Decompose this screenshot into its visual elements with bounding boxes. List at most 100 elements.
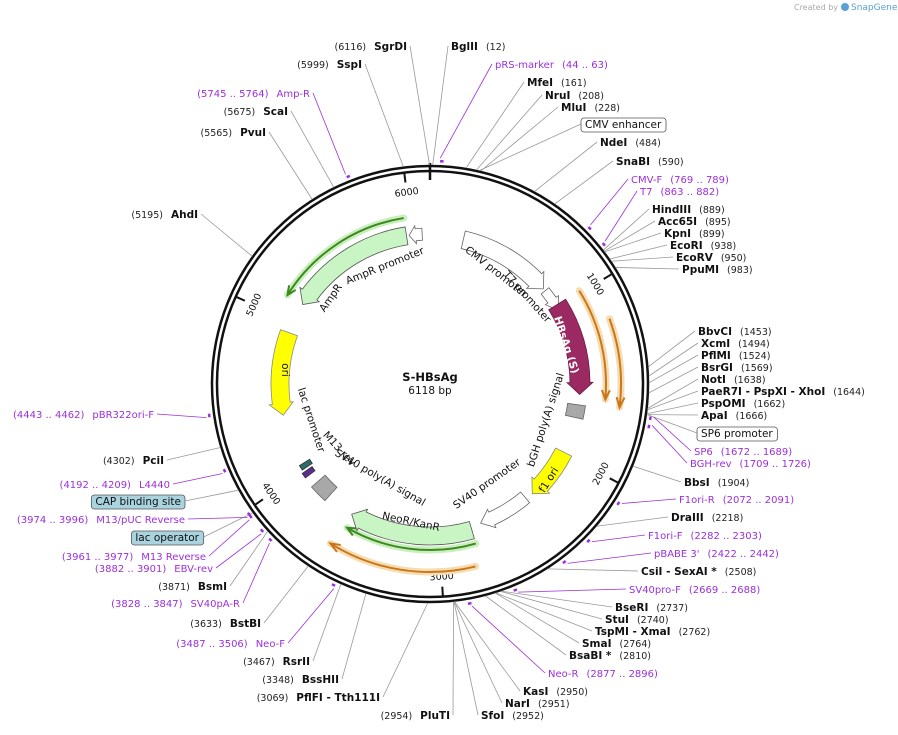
leader	[263, 565, 309, 624]
site-position: (3974 .. 3996)	[17, 515, 89, 526]
enzyme-site: BsrGI (1569)	[701, 362, 773, 374]
site-name: BseRI	[615, 602, 648, 614]
leader	[646, 414, 698, 434]
site-position: (5195)	[131, 210, 163, 221]
enzyme-site: SmaI (2764)	[582, 638, 651, 650]
primer-site: F1ori-F (2282 .. 2303)	[648, 531, 762, 542]
feature-box	[301, 466, 316, 479]
enzyme-site: RsrII (3467)	[243, 656, 310, 668]
enzyme-site: BseRI (2737)	[615, 602, 688, 614]
site-position: (769 .. 789)	[670, 175, 729, 186]
primer-site: CMV-F (769 .. 789)	[631, 175, 729, 186]
site-position: (3069)	[257, 693, 289, 704]
site-name: ApaI	[701, 410, 728, 422]
orf-line	[329, 542, 476, 573]
leader	[208, 519, 250, 557]
site-position: (1524)	[739, 351, 771, 362]
plasmid-size: 6118 bp	[408, 385, 452, 397]
site-position: (1453)	[740, 327, 772, 338]
leader	[547, 568, 639, 572]
site-name: Neo-R	[548, 669, 579, 680]
primer-site: F1ori-R (2072 .. 2091)	[679, 495, 794, 506]
site-position: (228)	[594, 103, 620, 114]
enzyme-site: BbvCI (1453)	[698, 326, 772, 338]
leader	[646, 402, 699, 415]
site-name: AhdI	[171, 209, 198, 221]
enzyme-site: PpuMI (983)	[682, 264, 753, 276]
enzyme-site: StuI (2740)	[605, 614, 669, 626]
site-name: PflFI - Tth111I	[296, 692, 380, 704]
primer-mark	[601, 242, 606, 247]
leader	[312, 92, 346, 175]
leader	[648, 354, 699, 384]
orf-head	[600, 389, 611, 402]
enzyme-site: BssHII (3348)	[262, 674, 339, 686]
leader	[203, 512, 254, 538]
enzyme-site: BbsI (1904)	[684, 477, 749, 489]
site-name: KpnI	[664, 228, 691, 240]
leader	[647, 378, 699, 409]
leader	[495, 592, 593, 632]
enzyme-site: PciI (4302)	[103, 455, 164, 467]
leader	[200, 213, 253, 257]
leader	[500, 590, 603, 620]
leader	[611, 256, 674, 262]
boxed-label: SP6 promoter	[701, 428, 773, 440]
site-name: BglII	[451, 41, 478, 53]
site-name: PvuI	[240, 127, 266, 139]
enzyme-site: MfeI (161)	[527, 77, 587, 89]
leader	[603, 220, 656, 252]
feature-arrow	[531, 447, 573, 495]
leader	[268, 131, 313, 200]
site-position: (4443 .. 4462)	[13, 410, 85, 421]
primer-mark	[562, 559, 567, 565]
primer-site: BGH-rev (1709 .. 1726)	[690, 459, 811, 470]
enzyme-site: PaeR7I - PspXI - XhoI (1644)	[701, 386, 865, 398]
leader	[242, 542, 270, 604]
feature-arrow	[460, 230, 545, 290]
site-position: (863 .. 882)	[660, 187, 719, 198]
leader	[471, 605, 546, 674]
site-position: (1904)	[718, 478, 750, 489]
site-position: (1662)	[754, 399, 786, 410]
plasmid-name: S-HBsAg	[402, 370, 457, 384]
site-position: (3487 .. 3506)	[176, 639, 248, 650]
leader	[648, 330, 696, 368]
primer-mark	[586, 538, 591, 544]
site-position: (2877 .. 2896)	[587, 669, 659, 680]
feature-box	[564, 402, 586, 420]
feature-arrow	[548, 298, 595, 396]
feature-box-label	[696, 426, 778, 442]
primer-mark	[616, 501, 621, 506]
site-name: EBV-rev	[174, 564, 213, 575]
site-name: NruI	[545, 90, 570, 102]
boxed-label: CAP binding site	[95, 496, 181, 508]
site-position: (1494)	[738, 339, 770, 350]
site-position: (950)	[721, 253, 747, 264]
site-name: Neo-F	[256, 639, 286, 650]
site-position: (2954)	[381, 711, 413, 722]
enzyme-site: SfoI (2952)	[481, 710, 544, 722]
ruler-label: 1000	[584, 271, 606, 297]
leader	[567, 552, 652, 564]
boxed-label: CMV enhancer	[585, 119, 662, 131]
site-name: BsrGI	[701, 362, 733, 374]
leader	[651, 425, 688, 464]
leader	[495, 592, 580, 644]
leader	[364, 63, 404, 167]
leader	[184, 489, 239, 502]
leader	[648, 342, 699, 377]
primer-site: EBV-rev (3882 .. 3901)	[95, 564, 213, 575]
site-position: (1672 .. 1689)	[721, 447, 793, 458]
site-position: (3348)	[262, 675, 294, 686]
site-name: PspOMI	[701, 398, 746, 410]
orf-line	[608, 318, 622, 408]
enzyme-site: PluTI (2954)	[381, 710, 450, 722]
leader	[382, 602, 429, 698]
site-name: BstBI	[230, 618, 261, 630]
enzyme-site: SgrDI (6116)	[335, 41, 407, 53]
feature-label: lac promoter	[295, 386, 327, 454]
enzyme-site: SnaBI (590)	[616, 156, 684, 168]
site-name: BssHII	[302, 674, 339, 686]
ruler-label: 6000	[394, 186, 419, 200]
